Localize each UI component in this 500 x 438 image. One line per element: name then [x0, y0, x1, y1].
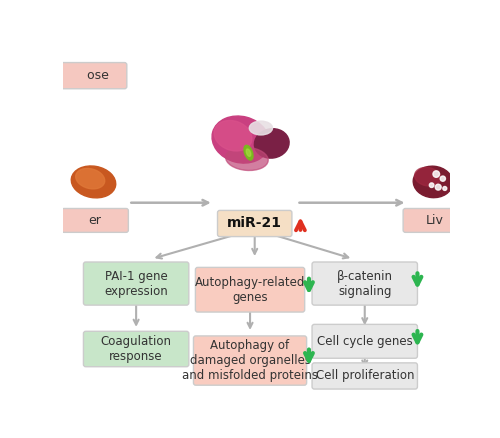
Ellipse shape: [250, 121, 272, 135]
Ellipse shape: [72, 166, 116, 198]
Ellipse shape: [414, 167, 441, 186]
Circle shape: [440, 176, 446, 181]
Circle shape: [443, 187, 447, 191]
FancyBboxPatch shape: [312, 363, 418, 389]
Text: miR-21: miR-21: [227, 216, 282, 230]
Text: Autophagy-related
genes: Autophagy-related genes: [195, 276, 305, 304]
Circle shape: [436, 184, 441, 190]
FancyBboxPatch shape: [60, 63, 127, 89]
Circle shape: [430, 183, 434, 187]
Text: Coagulation
response: Coagulation response: [100, 335, 172, 363]
Text: Autophagy of
damaged organelles
and misfolded proteins: Autophagy of damaged organelles and misf…: [182, 339, 318, 382]
FancyBboxPatch shape: [194, 336, 306, 385]
Ellipse shape: [212, 116, 270, 163]
FancyBboxPatch shape: [196, 267, 304, 312]
Text: Liv: Liv: [426, 214, 444, 227]
FancyBboxPatch shape: [218, 210, 292, 237]
Ellipse shape: [254, 129, 289, 158]
Ellipse shape: [214, 120, 252, 151]
Text: Cell proliferation: Cell proliferation: [316, 370, 414, 382]
FancyBboxPatch shape: [403, 208, 466, 232]
Circle shape: [433, 171, 440, 177]
Ellipse shape: [76, 169, 104, 189]
Ellipse shape: [246, 149, 251, 156]
FancyBboxPatch shape: [312, 325, 418, 358]
FancyBboxPatch shape: [84, 262, 189, 305]
Text: β-catenin
signaling: β-catenin signaling: [337, 269, 393, 297]
Text: er: er: [88, 214, 102, 227]
FancyBboxPatch shape: [312, 262, 418, 305]
Ellipse shape: [226, 147, 268, 170]
Text: Cell cycle genes: Cell cycle genes: [317, 335, 412, 348]
Text: ose: ose: [78, 69, 108, 82]
Text: PAI-1 gene
expression: PAI-1 gene expression: [104, 269, 168, 297]
FancyBboxPatch shape: [84, 331, 189, 367]
FancyBboxPatch shape: [62, 208, 128, 232]
Ellipse shape: [413, 166, 453, 198]
Ellipse shape: [244, 145, 253, 160]
